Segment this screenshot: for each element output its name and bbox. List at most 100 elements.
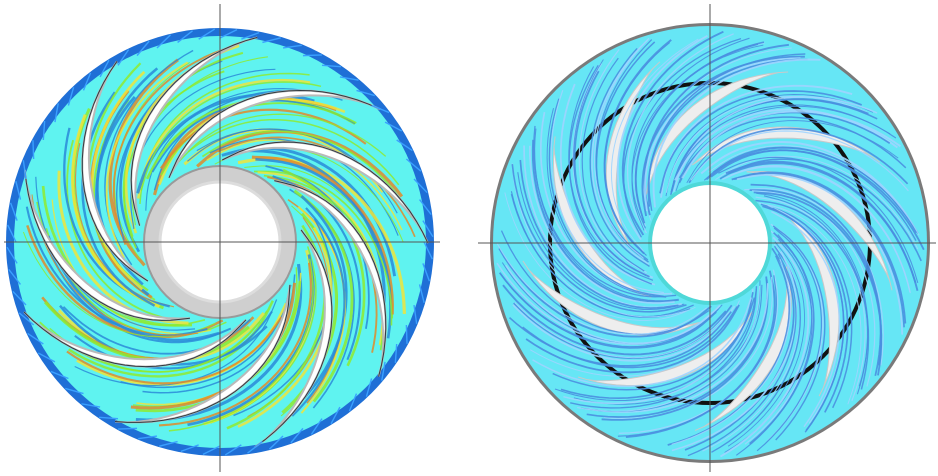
outer-streak	[156, 34, 172, 49]
streamline	[517, 172, 685, 311]
streamline	[758, 202, 862, 405]
left-impeller-panel	[4, 4, 440, 472]
outer-streak	[18, 312, 35, 326]
streamline	[529, 145, 675, 304]
outer-streak	[423, 241, 433, 260]
outer-streak	[9, 202, 18, 221]
streamline	[671, 251, 798, 452]
outer-streak	[54, 103, 59, 123]
outer-streak	[418, 284, 425, 303]
streamline	[500, 230, 710, 335]
outer-streak	[394, 343, 398, 363]
streamline	[578, 49, 648, 274]
streamline	[586, 283, 769, 413]
streamline	[667, 255, 791, 446]
streamline	[112, 48, 225, 246]
streamline	[647, 58, 808, 207]
blade-edge	[114, 284, 291, 423]
outer-streak	[99, 59, 110, 78]
streamline	[616, 34, 708, 241]
streamline	[594, 39, 649, 259]
streamline	[508, 311, 732, 367]
outer-streak	[330, 406, 341, 425]
streamline	[687, 253, 797, 457]
streamline	[233, 218, 333, 417]
streamline	[772, 207, 845, 431]
outer-streak	[405, 324, 408, 344]
outer-streak	[422, 220, 434, 238]
streamline	[548, 98, 664, 297]
streamline	[756, 227, 822, 452]
streamline	[652, 58, 821, 208]
streamline	[719, 236, 810, 458]
streamline	[35, 176, 196, 331]
outer-streak	[117, 49, 130, 66]
streamline	[753, 191, 883, 376]
blade-edge	[168, 89, 381, 178]
outer-streak	[202, 445, 221, 455]
outer-streak	[302, 54, 322, 57]
streamline	[591, 37, 650, 265]
streamline	[706, 147, 919, 234]
outer-streak	[118, 427, 138, 430]
streamline	[718, 156, 919, 284]
outer-streak	[180, 444, 199, 453]
streamline	[631, 37, 750, 229]
outer-streak	[159, 440, 178, 447]
streamline	[140, 81, 322, 191]
outer-streak	[422, 263, 431, 282]
outer-streak	[224, 444, 242, 456]
streamline	[550, 90, 664, 294]
streamline	[66, 139, 171, 321]
streamline	[659, 90, 862, 194]
outer-streak	[241, 31, 260, 40]
outer-streak	[81, 403, 101, 408]
streamline	[570, 286, 758, 409]
streamline	[771, 210, 841, 428]
streamline	[589, 47, 650, 267]
streamline	[511, 163, 688, 318]
outer-streak	[27, 332, 44, 345]
streamline	[772, 225, 826, 441]
streamline	[736, 173, 904, 335]
outer-streak	[7, 224, 17, 243]
outer-streak	[82, 72, 92, 91]
streamline	[158, 262, 312, 427]
outer-streak	[32, 140, 35, 160]
streamline	[626, 33, 734, 234]
streamline	[713, 149, 917, 242]
streamline	[300, 195, 348, 399]
streamline	[201, 130, 413, 218]
blade-edge	[24, 169, 190, 321]
streamline	[552, 297, 756, 391]
streamline	[217, 136, 416, 238]
streamline	[532, 297, 752, 388]
outer-streak	[365, 378, 373, 397]
outer-streak	[405, 158, 422, 172]
outer-streak	[247, 440, 263, 454]
streamline	[81, 91, 156, 307]
blade-edge	[81, 61, 149, 282]
streamline	[568, 66, 654, 281]
channel-gap	[522, 260, 701, 336]
streamline	[681, 110, 902, 179]
streamline	[684, 247, 795, 451]
streamline	[531, 139, 679, 303]
streamline	[66, 316, 283, 385]
streamline	[763, 195, 869, 395]
streamline	[282, 168, 366, 367]
streamline	[504, 192, 696, 321]
outer-streak	[396, 139, 413, 152]
blade-edge	[23, 311, 247, 368]
streamline	[672, 104, 897, 183]
outer-streak	[12, 290, 27, 306]
streamline	[142, 274, 296, 394]
streamline	[504, 264, 721, 345]
outer-streak	[15, 181, 22, 200]
streamline	[665, 94, 874, 197]
outer-streak	[22, 160, 27, 180]
streamline	[559, 83, 656, 286]
streamline	[293, 189, 354, 403]
outer-streak	[356, 89, 375, 97]
streamline	[502, 284, 727, 356]
